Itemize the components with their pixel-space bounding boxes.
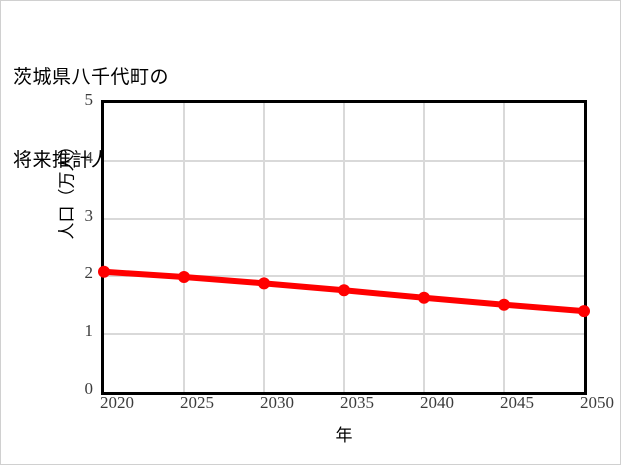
y-axis-tick-labels: 0 1 2 3 4 5 (63, 90, 94, 398)
x-axis-tick-labels: 2020 2025 2030 2035 2040 2045 2050 (100, 393, 614, 417)
plot-area (98, 100, 590, 395)
chart-title-line-2: 将来推計人口 (13, 149, 131, 171)
data-point-marker (418, 291, 430, 304)
gridline-vertical (183, 103, 185, 392)
data-point-marker (98, 265, 110, 278)
x-tick-label: 2045 (500, 393, 534, 412)
x-tick-label: 2020 (100, 393, 134, 412)
plot-inner (98, 103, 590, 392)
population-line-series (98, 265, 590, 318)
y-axis-label: 人口（万人） (57, 137, 77, 240)
y-tick-label: 0 (84, 379, 94, 398)
y-tick-label: 1 (84, 321, 94, 341)
data-point-marker (258, 277, 270, 290)
data-point-marker (178, 270, 190, 283)
data-point-marker (338, 284, 350, 297)
x-tick-label: 2035 (340, 393, 374, 412)
x-tick-label: 2050 (580, 393, 614, 412)
chart-title-line-1: 茨城県八千代町の (13, 67, 170, 89)
x-tick-label: 2040 (420, 393, 454, 412)
y-tick-label: 3 (84, 205, 94, 225)
gridline-vertical (343, 103, 345, 392)
gridline-vertical (423, 103, 425, 392)
x-tick-label: 2030 (260, 393, 294, 412)
y-tick-label: 5 (84, 90, 94, 109)
data-point-marker (578, 305, 590, 318)
gridline-vertical (263, 103, 265, 392)
y-tick-label: 2 (84, 263, 94, 283)
y-tick-label: 4 (84, 147, 94, 167)
x-axis-label: 年 (335, 426, 353, 445)
chart-title: 茨城県八千代町の 将来推計人口 (13, 9, 169, 229)
x-tick-label: 2025 (180, 393, 214, 412)
data-point-marker (498, 298, 510, 311)
gridline-vertical (503, 103, 505, 392)
